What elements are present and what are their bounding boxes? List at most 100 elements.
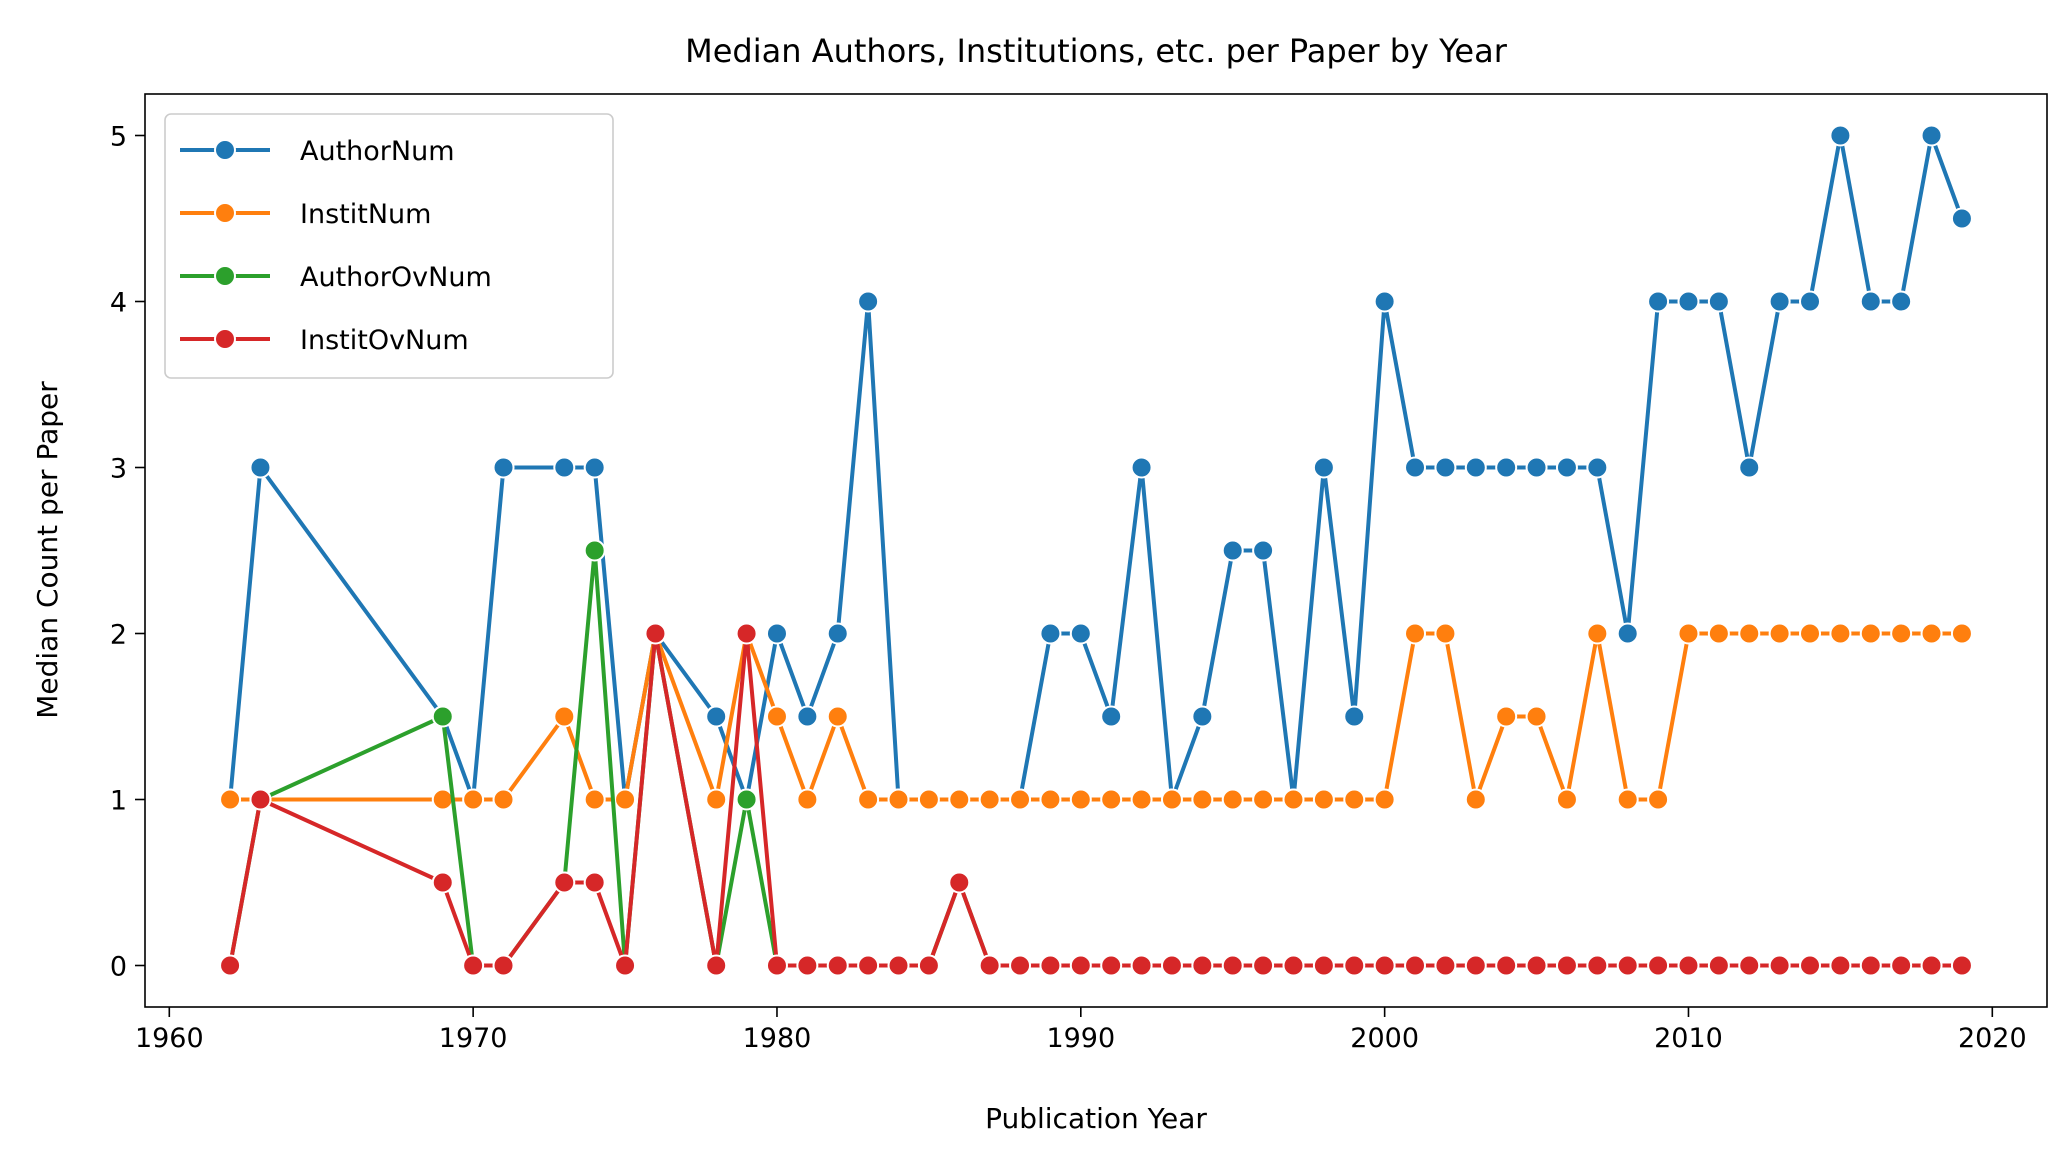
data-point [1221, 954, 1244, 977]
x-tick-label: 2010 [1654, 1023, 1723, 1054]
data-point [765, 954, 788, 977]
data-point [1525, 705, 1548, 728]
x-tick-label: 1970 [439, 1023, 508, 1054]
series-InstitOvNum [219, 622, 1973, 977]
data-point [1039, 954, 1062, 977]
data-point [1191, 705, 1214, 728]
data-point [1069, 788, 1092, 811]
data-point [219, 954, 242, 977]
data-point [431, 788, 454, 811]
data-point [857, 954, 880, 977]
data-point [1160, 954, 1183, 977]
x-tick-label: 2000 [1350, 1023, 1419, 1054]
data-point [1039, 622, 1062, 645]
data-point [644, 622, 667, 645]
data-point [1525, 954, 1548, 977]
data-point [1647, 954, 1670, 977]
data-point [431, 871, 454, 894]
data-point [1373, 788, 1396, 811]
data-point [765, 622, 788, 645]
data-point [1738, 456, 1761, 479]
data-point [978, 788, 1001, 811]
plot-area [219, 124, 1973, 977]
data-point [705, 705, 728, 728]
data-point [249, 456, 272, 479]
data-point [1738, 954, 1761, 977]
y-tick-label: 0 [110, 952, 127, 983]
legend-label: InstitOvNum [300, 325, 469, 356]
data-point [492, 954, 515, 977]
data-point [1616, 622, 1639, 645]
data-point [462, 788, 485, 811]
legend-marker [214, 265, 236, 287]
data-point [857, 788, 880, 811]
data-point [1191, 788, 1214, 811]
data-point [1799, 954, 1822, 977]
data-point [1100, 788, 1123, 811]
data-point [1009, 788, 1032, 811]
data-point [826, 954, 849, 977]
data-point [1799, 622, 1822, 645]
data-point [1282, 954, 1305, 977]
data-point [1555, 788, 1578, 811]
data-point [1707, 622, 1730, 645]
data-point [1312, 954, 1335, 977]
data-point [583, 871, 606, 894]
data-point [1525, 456, 1548, 479]
data-point [1312, 788, 1335, 811]
data-point [1039, 788, 1062, 811]
data-point [1434, 622, 1457, 645]
data-point [1586, 954, 1609, 977]
data-point [1252, 788, 1275, 811]
data-point [1373, 290, 1396, 313]
data-point [796, 954, 819, 977]
data-point [917, 788, 940, 811]
data-point [1343, 954, 1366, 977]
legend-label: AuthorOvNum [300, 262, 492, 293]
legend-item: InstitOvNum [180, 325, 469, 356]
x-axis-label: Publication Year [985, 1102, 1207, 1135]
data-point [1586, 622, 1609, 645]
data-point [1495, 705, 1518, 728]
data-point [826, 705, 849, 728]
data-point [1616, 954, 1639, 977]
data-point [1495, 954, 1518, 977]
data-point [1707, 954, 1730, 977]
data-point [1920, 124, 1943, 147]
legend-label: AuthorNum [300, 136, 455, 167]
x-tick-label: 2020 [1958, 1023, 2027, 1054]
data-point [1647, 290, 1670, 313]
y-tick-label: 1 [110, 786, 127, 817]
data-point [1069, 622, 1092, 645]
legend-box [164, 113, 614, 379]
data-point [1130, 954, 1153, 977]
data-point [249, 788, 272, 811]
data-point [1404, 456, 1427, 479]
data-point [826, 622, 849, 645]
axes: 1960 1970 1980 1990 2000 2010 2020 0 1 2 3 4 5 [110, 122, 2027, 1055]
data-point [492, 788, 515, 811]
legend-label: InstitNum [300, 199, 431, 230]
data-point [219, 788, 242, 811]
data-point [1890, 622, 1913, 645]
data-point [857, 290, 880, 313]
data-point [796, 705, 819, 728]
legend: AuthorNum InstitNum AuthorOvNum InstitOvNum [164, 113, 614, 379]
data-point [1221, 788, 1244, 811]
data-point [1464, 954, 1487, 977]
data-point [765, 705, 788, 728]
data-point [1009, 954, 1032, 977]
data-point [1586, 456, 1609, 479]
data-point [1677, 954, 1700, 977]
data-point [1859, 622, 1882, 645]
legend-marker [214, 328, 236, 350]
data-point [1799, 290, 1822, 313]
data-point [948, 788, 971, 811]
data-point [1100, 954, 1123, 977]
data-point [1677, 290, 1700, 313]
data-point [583, 539, 606, 562]
data-point [1829, 124, 1852, 147]
data-point [1768, 290, 1791, 313]
data-point [1768, 954, 1791, 977]
data-point [1464, 456, 1487, 479]
